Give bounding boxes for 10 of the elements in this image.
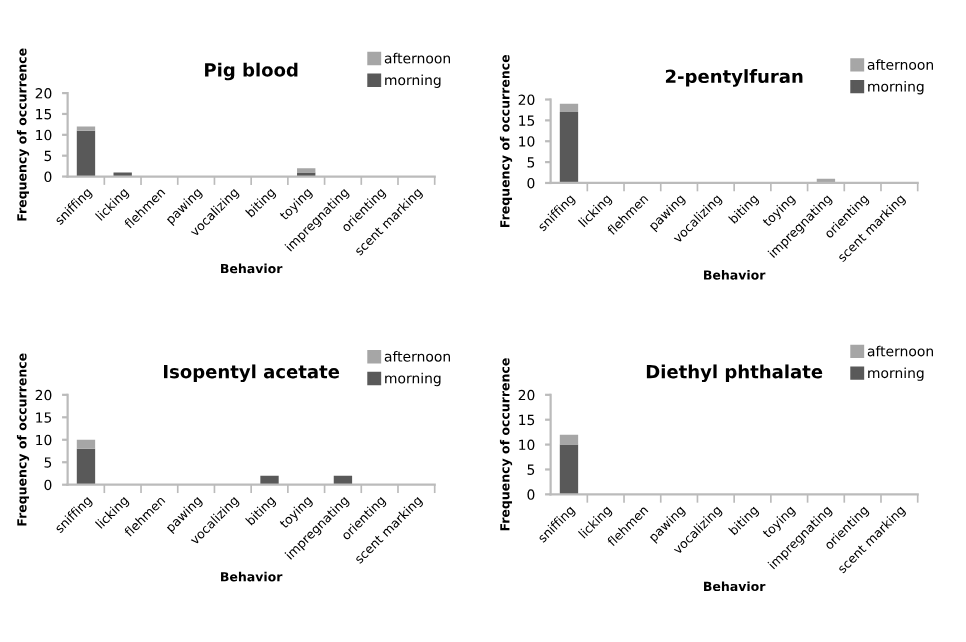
chart-title: Isopentyl acetate — [164, 364, 340, 383]
bar — [76, 448, 96, 485]
bar — [76, 439, 96, 449]
bar — [559, 112, 579, 183]
bar — [260, 475, 279, 485]
chart-title: 2-pentylfuran — [665, 69, 803, 87]
chart-title: Diethyl phthalate — [646, 364, 823, 383]
chart-title: Pig blood — [205, 62, 298, 81]
bar — [559, 103, 579, 113]
bar — [76, 130, 96, 177]
